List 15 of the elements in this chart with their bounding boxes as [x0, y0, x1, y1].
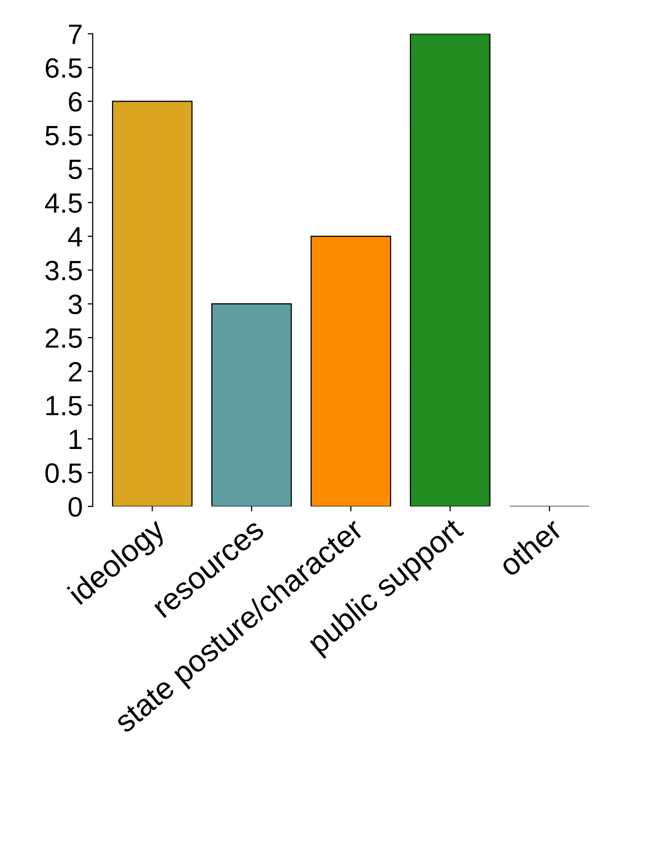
y-tick-label: 4: [68, 227, 82, 246]
y-tick-label: 7: [68, 24, 82, 44]
y-tick-label: 4.5: [44, 194, 82, 213]
y-tick-label: 1.5: [46, 396, 82, 416]
y-tick-label: 6.5: [46, 58, 82, 78]
y-tick-label: 2.5: [46, 328, 82, 348]
y-tick-label: 0: [68, 497, 82, 517]
y-tick-label: 0.5: [45, 463, 82, 483]
y-tick-label: 3.5: [45, 260, 82, 280]
y-tick-label: 2: [68, 362, 82, 382]
y-tick-label: 6: [68, 92, 82, 112]
y-tick-label: 1: [70, 430, 82, 449]
y-tick-label: 5.5: [45, 126, 82, 146]
y-tick-label: 3: [68, 294, 82, 314]
y-tick-label: 5: [68, 160, 82, 180]
